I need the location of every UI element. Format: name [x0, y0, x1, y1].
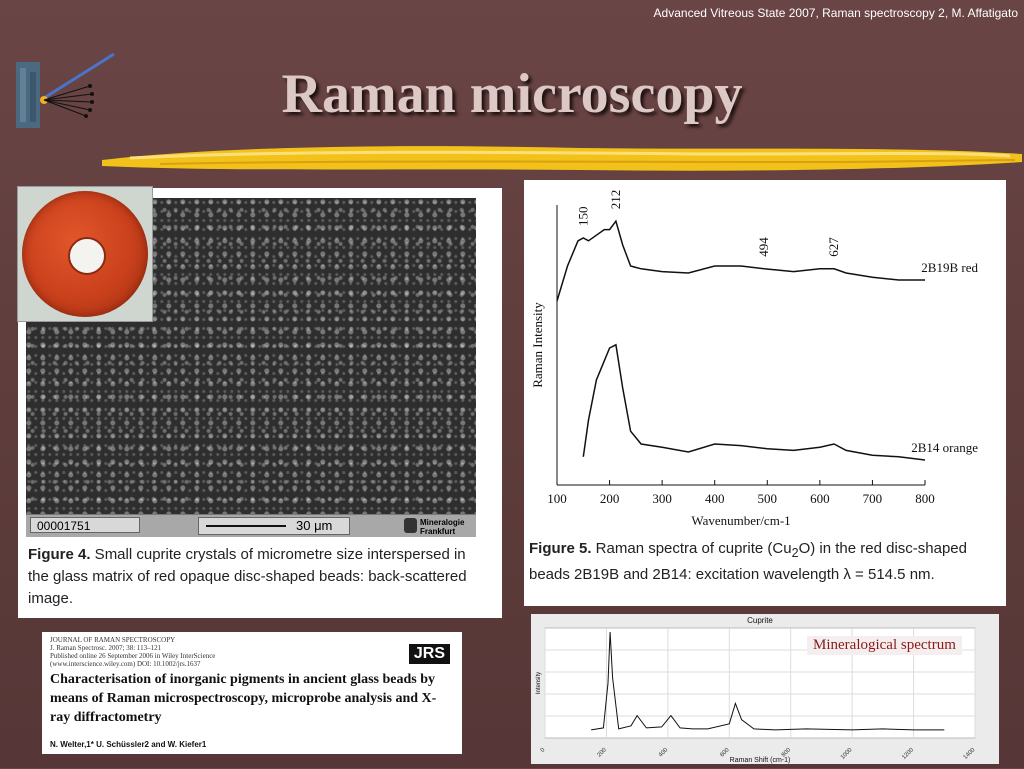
x-tick-label: 300 — [652, 491, 672, 506]
paper-header-panel: JOURNAL OF RAMAN SPECTROSCOPY J. Raman S… — [42, 632, 462, 754]
jrs-logo: JRS — [408, 644, 450, 664]
spectrum-line — [556, 219, 925, 302]
x-tick-label: 1200 — [901, 747, 915, 761]
x-tick-label: 600 — [810, 491, 830, 506]
decorative-brush-stroke — [102, 146, 1022, 171]
sem-image-id: 00001751 — [30, 517, 140, 533]
figure-4-caption: Figure 4. Small cuprite crystals of micr… — [28, 546, 467, 607]
x-tick-label: 1400 — [963, 747, 977, 761]
x-tick-label: 100 — [547, 491, 567, 506]
spectrum-line — [591, 631, 945, 731]
x-tick-label: 400 — [705, 491, 725, 506]
journal-name: JOURNAL OF RAMAN SPECTROSCOPY — [50, 636, 176, 644]
logo-icon — [16, 52, 115, 128]
x-tick-label: 600 — [719, 747, 731, 759]
scale-line — [206, 525, 286, 527]
y-axis-label: Raman Intensity — [530, 302, 545, 388]
x-tick-label: 800 — [781, 747, 793, 759]
y-axis-label: Intensity — [536, 672, 542, 694]
x-tick-label: 200 — [597, 747, 609, 759]
x-tick-label: 500 — [758, 491, 778, 506]
x-tick-label: 700 — [863, 491, 883, 506]
x-tick-label: 1000 — [840, 747, 854, 761]
spectrum-line — [582, 343, 926, 461]
x-tick-label: 400 — [658, 747, 670, 759]
bead-photo — [17, 186, 153, 322]
bead-hole — [68, 237, 106, 275]
raman-spectra-chart: 100 200 300 400 500 600 700 800 Wavenumber/cm-1 R… — [530, 190, 978, 528]
journal-citation: J. Raman Spectrosc. 2007; 38: 113–121 — [50, 644, 162, 652]
x-tick-label: 200 — [600, 491, 620, 506]
paper-authors: N. Welter,1* U. Schüssler2 and W. Kiefer… — [50, 740, 207, 749]
figure-5-caption: Figure 5. Raman spectra of cuprite (Cu2O… — [529, 540, 967, 583]
series-label: 2B14 orange — [911, 440, 978, 455]
paper-title: Characterisation of inorganic pigments i… — [50, 672, 437, 725]
sem-scalebar: 00001751 30 μm Mineralogie Frankfurt — [26, 514, 476, 537]
lab-label: Mineralogie Frankfurt — [420, 518, 465, 536]
page-title: Raman microscopy — [281, 63, 743, 125]
x-axis-label: Raman Shift (cm-1) — [730, 757, 791, 764]
lab-logo-icon — [404, 518, 417, 533]
mineral-spectrum-label: Mineralogical spectrum — [807, 636, 962, 655]
mineral-spectrum-panel: 0 200 400 600 800 1000 1200 1400 Cuprite Raman Sh… — [531, 614, 999, 764]
series-label: 2B19B red — [921, 260, 978, 275]
journal-doi: (www.interscience.wiley.com) DOI: 10.100… — [50, 660, 201, 668]
journal-header: JOURNAL OF RAMAN SPECTROSCOPY J. Raman S… — [50, 636, 215, 668]
x-axis-label: Wavenumber/cm-1 — [691, 513, 790, 528]
header-note: Advanced Vitreous State 2007, Raman spec… — [653, 6, 1018, 20]
chart-title: Cuprite — [747, 616, 773, 625]
peak-label: 627 — [826, 237, 841, 257]
raman-spectra-panel: 100 200 300 400 500 600 700 800 Wavenumber/cm-1 R… — [524, 180, 1006, 606]
journal-published: Published online 26 September 2006 in Wi… — [50, 652, 216, 660]
scale-length: 30 μm — [296, 518, 333, 533]
peak-label: 494 — [756, 237, 771, 257]
peak-label: 212 — [608, 190, 623, 210]
peak-label: 150 — [575, 207, 590, 227]
x-tick-label: 800 — [915, 491, 935, 506]
x-tick-label: 0 — [540, 747, 547, 754]
